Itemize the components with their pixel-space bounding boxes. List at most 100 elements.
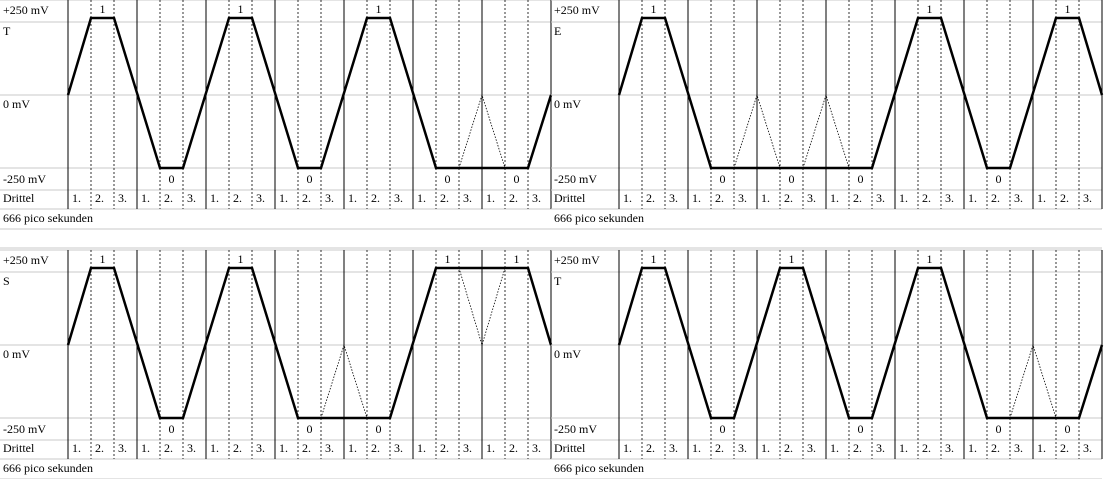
third-label: 1. [1037,191,1046,205]
third-label: 1. [899,191,908,205]
third-label: 3. [807,441,816,455]
third-label: 1. [210,191,219,205]
third-label: 2. [509,191,518,205]
level-label: 0 mV [3,97,30,111]
bit-label: 0 [445,172,451,186]
footer: 666 pico sekunden [3,211,93,225]
bit-label: 0 [720,172,726,186]
footer: 666 pico sekunden [3,461,93,475]
bit-label: 0 [996,422,1002,436]
third-label: 3. [394,441,403,455]
third-label: 2. [991,191,1000,205]
third-label: 3. [187,441,196,455]
third-label: 1. [899,441,908,455]
third-label: 1. [968,441,977,455]
bit-label: 0 [307,172,313,186]
footer: 666 pico sekunden [554,461,644,475]
footer: 666 pico sekunden [554,211,644,225]
third-label: 1. [417,191,426,205]
third-label: 3. [876,441,885,455]
third-label: 2. [646,441,655,455]
third-label: 2. [95,191,104,205]
bit-label: 0 [169,422,175,436]
third-label: 1. [761,441,770,455]
third-label: 1. [692,441,701,455]
third-label: 2. [233,441,242,455]
third-label: 2. [95,441,104,455]
bit-label: 1 [651,2,657,16]
third-label: 2. [164,191,173,205]
third-label: 3. [1014,441,1023,455]
third-label: 3. [187,191,196,205]
third-label: 3. [532,441,541,455]
bit-label: 1 [927,252,933,266]
waveform [617,16,1104,170]
row-label: Drittel [554,191,586,205]
bit-label: 1 [789,252,795,266]
third-label: 3. [118,441,127,455]
letter: T [554,274,562,288]
third-label: 1. [348,441,357,455]
third-label: 3. [738,441,747,455]
third-label: 1. [1037,441,1046,455]
third-label: 2. [853,191,862,205]
third-label: 2. [233,191,242,205]
third-label: 3. [1014,191,1023,205]
third-label: 3. [807,191,816,205]
third-label: 2. [853,441,862,455]
bit-label: 0 [376,422,382,436]
third-label: 3. [394,191,403,205]
bit-label: 1 [238,2,244,16]
level-label: +250 mV [3,3,49,17]
row-label: Drittel [3,191,35,205]
level-label: -250 mV [554,172,597,186]
third-label: 1. [761,191,770,205]
bit-label: 0 [514,172,520,186]
third-label: 2. [440,441,449,455]
waveform [66,16,553,170]
bit-label: 1 [376,2,382,16]
third-label: 2. [922,191,931,205]
third-label: 3. [669,191,678,205]
level-label: 0 mV [3,347,30,361]
third-label: 1. [623,191,632,205]
third-label: 3. [945,441,954,455]
third-label: 1. [968,191,977,205]
third-label: 2. [715,441,724,455]
row-label: Drittel [3,441,35,455]
bit-label: 1 [651,252,657,266]
third-label: 1. [692,191,701,205]
third-label: 1. [279,441,288,455]
third-label: 1. [279,191,288,205]
level-label: 0 mV [554,97,581,111]
bit-label: 0 [996,172,1002,186]
third-label: 3. [463,191,472,205]
bit-label: 0 [858,422,864,436]
bit-label: 0 [720,422,726,436]
bit-label: 0 [858,172,864,186]
third-label: 2. [784,441,793,455]
waveform [66,266,553,420]
third-label: 1. [486,441,495,455]
third-label: 2. [922,441,931,455]
third-label: 1. [141,441,150,455]
bit-label: 1 [100,2,106,16]
third-label: 1. [348,191,357,205]
third-label: 1. [72,441,81,455]
third-label: 2. [646,191,655,205]
level-label: +250 mV [3,253,49,267]
third-label: 2. [440,191,449,205]
third-label: 3. [532,191,541,205]
third-label: 1. [141,191,150,205]
third-label: 2. [991,441,1000,455]
third-label: 3. [1083,441,1092,455]
third-label: 3. [325,191,334,205]
third-label: 2. [371,191,380,205]
third-label: 3. [738,191,747,205]
third-label: 3. [876,191,885,205]
level-label: +250 mV [554,253,600,267]
row-label: Drittel [554,441,586,455]
third-label: 1. [830,441,839,455]
third-label: 1. [210,441,219,455]
